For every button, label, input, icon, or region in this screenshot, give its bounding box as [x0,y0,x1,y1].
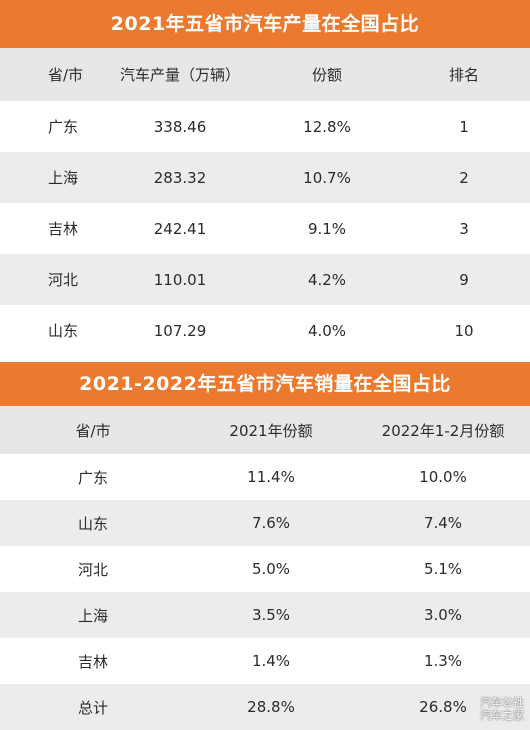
cell-share-2022: 26.8% [419,698,467,716]
cell-share: 12.8% [303,117,351,136]
production-share-table: 2021年五省市汽车产量在全国占比 省/市 汽车产量（万辆） 份额 排名 广东 … [0,0,530,356]
cell-share-2021: 5.0% [251,560,291,578]
cell-rank: 9 [459,270,469,289]
cell-province: 吉林 [48,220,79,238]
cell-output: 110.01 [153,270,207,289]
table-header-row: 省/市 汽车产量（万辆） 份额 排名 [0,48,530,101]
cell-rank: 10 [454,321,474,340]
cell-rank: 2 [459,168,469,187]
table-row: 吉林 1.4% 1.3% [0,638,530,684]
cell-share-2021: 3.5% [251,606,291,624]
table-row: 山东 7.6% 7.4% [0,500,530,546]
table-row: 河北 5.0% 5.1% [0,546,530,592]
cell-share-2022: 3.0% [423,606,463,624]
table-row: 上海 3.5% 3.0% [0,592,530,638]
table-title: 2021年五省市汽车产量在全国占比 [0,0,530,48]
cell-province: 广东 [77,468,108,487]
cell-share-2022: 1.3% [423,652,463,670]
cell-share-2022: 10.0% [419,468,467,486]
cell-province: 吉林 [77,652,108,671]
cell-rank: 3 [459,219,469,238]
cell-province: 河北 [48,271,79,289]
cell-share-2021: 28.8% [247,698,295,716]
cell-share-2022: 5.1% [423,560,463,578]
watermark-line: 汽车之家 [480,709,524,722]
cell-province: 河北 [77,560,108,579]
header-cell: 2021年份额 [229,421,313,440]
header-cell: 排名 [448,66,479,84]
cell-share: 9.1% [307,219,347,238]
table-row: 河北 110.01 4.2% 9 [0,254,530,305]
header-cell: 2022年1-2月份额 [381,421,505,440]
cell-output: 338.46 [153,117,207,136]
table-header-row: 省/市 2021年份额 2022年1-2月份额 [0,406,530,454]
header-cell: 汽车产量（万辆） [119,66,240,84]
cell-province: 广东 [48,118,79,136]
table-row: 广东 11.4% 10.0% [0,454,530,500]
cell-output: 283.32 [153,168,207,187]
cell-province: 山东 [48,322,79,340]
header-cell: 份额 [311,66,342,84]
table-title: 2021-2022年五省市汽车销量在全国占比 [0,362,530,406]
cell-province: 山东 [77,514,108,533]
cell-share: 4.2% [307,270,347,289]
cell-province: 总计 [77,698,108,717]
table-row: 山东 107.29 4.0% 10 [0,305,530,356]
header-cell: 省/市 [75,421,111,440]
table-row-total: 总计 28.8% 26.8% [0,684,530,730]
cell-share: 4.0% [307,321,347,340]
cell-rank: 1 [459,117,469,136]
cell-province: 上海 [48,169,79,187]
header-cell: 省/市 [48,66,84,84]
cell-output: 107.29 [153,321,207,340]
cell-share-2021: 1.4% [251,652,291,670]
sales-grid: 省/市 2021年份额 2022年1-2月份额 广东 11.4% 10.0% 山… [0,406,530,730]
cell-share-2021: 11.4% [247,468,295,486]
cell-province: 上海 [77,606,108,625]
watermark: 汽车公社 汽车之家 [480,696,524,722]
cell-share-2022: 7.4% [423,514,463,532]
sales-share-table: 2021-2022年五省市汽车销量在全国占比 省/市 2021年份额 2022年… [0,362,530,730]
watermark-line: 汽车公社 [480,696,524,709]
cell-share-2021: 7.6% [251,514,291,532]
table-row: 上海 283.32 10.7% 2 [0,152,530,203]
table-row: 广东 338.46 12.8% 1 [0,101,530,152]
table-row: 吉林 242.41 9.1% 3 [0,203,530,254]
cell-share: 10.7% [303,168,351,187]
cell-output: 242.41 [153,219,207,238]
production-grid: 省/市 汽车产量（万辆） 份额 排名 广东 338.46 12.8% 1 上海 … [0,48,530,356]
table-separator [0,355,530,362]
